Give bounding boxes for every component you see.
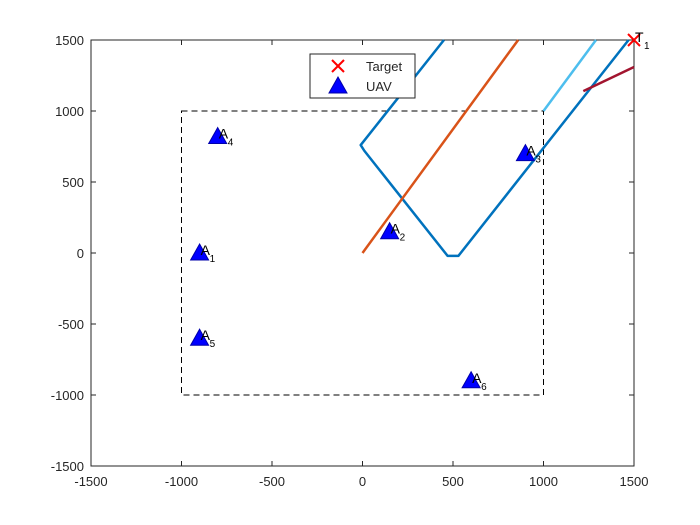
legend-label: Target	[366, 59, 403, 74]
marker-stroke	[627, 33, 641, 47]
trajectory	[361, 39, 520, 254]
point-label: A	[201, 327, 211, 343]
point-label-sub: 5	[210, 339, 216, 350]
uav-marker	[207, 126, 228, 145]
uav-marker	[189, 242, 210, 261]
point-label: A	[526, 143, 536, 159]
point-label: A	[219, 126, 229, 142]
uav-marker	[379, 221, 400, 240]
point-label: T	[635, 29, 644, 45]
x-tick-label: -1000	[165, 474, 198, 489]
trajectory	[582, 65, 635, 93]
y-tick-label: 1000	[55, 104, 84, 119]
x-tick-label: 1000	[529, 474, 558, 489]
y-tick-label: 1500	[55, 33, 84, 48]
marker-stroke	[331, 59, 345, 73]
y-tick-label: -500	[58, 317, 84, 332]
y-tick-label: -1000	[51, 388, 84, 403]
point-label: A	[201, 242, 211, 258]
target-marker	[331, 59, 345, 73]
trajectory	[359, 39, 630, 258]
point-label-sub: 3	[535, 155, 541, 166]
uav-marker	[515, 143, 536, 162]
x-tick-label: -500	[259, 474, 285, 489]
target-marker	[627, 33, 641, 47]
x-tick-label: 500	[442, 474, 464, 489]
x-tick-label: -1500	[74, 474, 107, 489]
region	[181, 110, 544, 396]
legend-box	[309, 53, 416, 99]
point-label: A	[472, 370, 482, 386]
point-label-sub: 1	[644, 41, 650, 52]
legend-label: UAV	[366, 79, 392, 94]
point-label: A	[391, 221, 401, 237]
uav-marker	[328, 75, 348, 94]
y-tick-label: -1500	[51, 459, 84, 474]
uav-marker	[189, 328, 210, 346]
point-label-sub: 4	[228, 138, 234, 149]
point-label-sub: 2	[400, 233, 406, 244]
point-label-sub: 6	[481, 382, 487, 393]
trajectory	[542, 39, 597, 112]
x-tick-label: 1500	[620, 474, 649, 489]
legend: Target UAV	[309, 53, 416, 99]
x-tick-label: 0	[359, 474, 366, 489]
y-tick-label: 0	[77, 246, 84, 261]
point-label-sub: 1	[210, 254, 216, 265]
uav-marker	[461, 370, 481, 389]
y-tick-label: 500	[62, 175, 84, 190]
